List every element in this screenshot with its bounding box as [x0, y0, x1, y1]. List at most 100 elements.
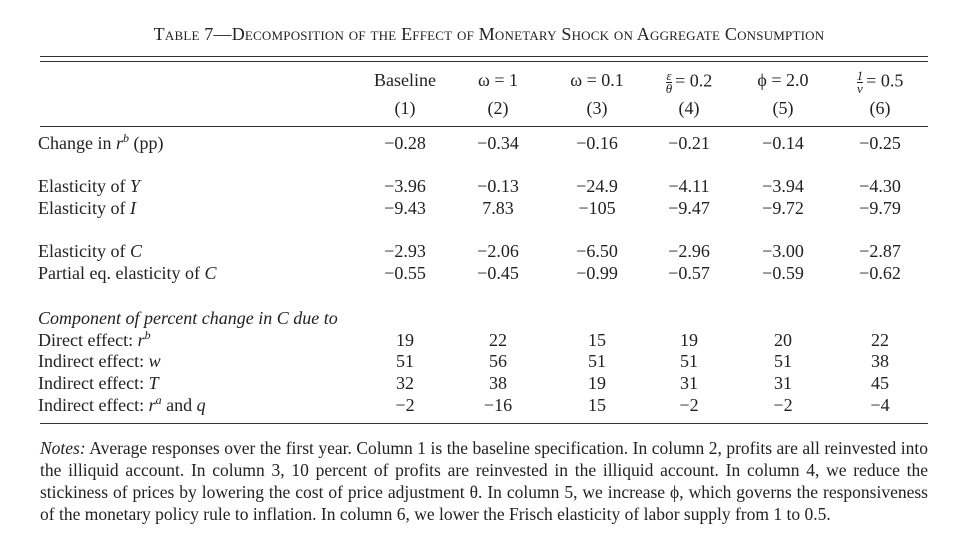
label-text: (pp) — [129, 133, 164, 153]
column-header: ε θ = 0.2 — [634, 68, 744, 96]
label-text: Partial eq. elasticity of — [38, 263, 205, 283]
column-number: (3) — [586, 98, 608, 118]
fraction-numerator: 1 — [856, 68, 864, 83]
fraction-denominator: θ — [665, 81, 673, 96]
table-cell: −0.34 — [477, 133, 519, 153]
table-cell: −0.57 — [668, 263, 710, 283]
table-cell: −0.14 — [762, 133, 804, 153]
rule — [40, 126, 928, 127]
table-cell: −6.50 — [576, 241, 618, 261]
label-variable: C — [129, 241, 142, 261]
table-cell: −3.00 — [762, 241, 804, 261]
section-heading: Component of percent change in C due to — [38, 308, 338, 328]
table-cell: 7.83 — [482, 198, 514, 218]
table-cell: 19 — [680, 330, 698, 350]
label-variable: Y — [129, 176, 140, 196]
row-label: Elasticity of Y — [38, 176, 140, 196]
table-cell: −0.13 — [477, 176, 519, 196]
table-cell: −0.45 — [477, 263, 519, 283]
label-variable: q — [196, 395, 206, 415]
table-cell: 51 — [774, 351, 792, 371]
column-number: (1) — [394, 98, 416, 118]
table-cell: −4.30 — [859, 176, 901, 196]
table-cell: −9.47 — [668, 198, 710, 218]
label-variable: I — [129, 198, 136, 218]
table-cell: 19 — [396, 330, 414, 350]
table-cell: −2.96 — [668, 241, 710, 261]
column-number: (4) — [678, 98, 700, 118]
table-cell: −2.93 — [384, 241, 426, 261]
table-cell: −0.28 — [384, 133, 426, 153]
column-label: ω = 1 — [478, 70, 518, 90]
table-cell: −0.55 — [384, 263, 426, 283]
column-label: Baseline — [374, 70, 436, 90]
column-label: = 0.2 — [675, 70, 713, 91]
table-cell: −4.11 — [668, 176, 710, 196]
table-cell: −2 — [679, 395, 699, 415]
table-cell: 51 — [680, 351, 698, 371]
table-cell: −0.59 — [762, 263, 804, 283]
table-cell: −2.87 — [859, 241, 901, 261]
table-cell: −24.9 — [576, 176, 618, 196]
column-label: ϕ = 2.0 — [757, 70, 809, 90]
row-label: Indirect effect: w — [38, 351, 161, 371]
table-cell: −0.21 — [668, 133, 710, 153]
table-cell: −0.16 — [576, 133, 618, 153]
label-text: Change in — [38, 133, 116, 153]
label-text: Elasticity of — [38, 241, 130, 261]
label-variable: r — [148, 395, 156, 415]
fraction-denominator: ν — [856, 81, 864, 96]
label-text: Elasticity of — [38, 176, 130, 196]
column-header: 1 ν = 0.5 — [825, 68, 935, 96]
label-text: Indirect effect: — [38, 373, 149, 393]
notes-label: Notes: — [40, 438, 86, 458]
table-cell: 22 — [871, 330, 889, 350]
table-cell: −3.96 — [384, 176, 426, 196]
row-label: Indirect effect: T — [38, 373, 159, 393]
table-cell: 45 — [871, 373, 889, 393]
table-cell: −9.72 — [762, 198, 804, 218]
row-label: Elasticity of I — [38, 198, 136, 218]
table-cell: 31 — [774, 373, 792, 393]
table-title: Table 7—Decomposition of the Effect of M… — [153, 24, 825, 44]
column-header: Baseline — [350, 70, 460, 90]
column-number: (2) — [487, 98, 509, 118]
fraction-numerator: ε — [666, 68, 672, 83]
table-cell: −9.43 — [384, 198, 426, 218]
column-label: = 0.5 — [866, 70, 904, 91]
rule — [40, 56, 928, 57]
table-cell: 56 — [489, 351, 507, 371]
table-cell: 15 — [588, 330, 606, 350]
table-cell: 31 — [680, 373, 698, 393]
label-superscript: b — [144, 328, 151, 342]
column-number: (6) — [869, 98, 891, 118]
table-cell: 38 — [489, 373, 507, 393]
table-cell: −0.62 — [859, 263, 901, 283]
label-text: Indirect effect: — [38, 351, 149, 371]
label-text: and — [161, 395, 197, 415]
table-cell: −16 — [483, 395, 513, 415]
label-variable: r — [116, 133, 124, 153]
table-cell: 20 — [774, 330, 792, 350]
table-cell: −9.79 — [859, 198, 901, 218]
notes: Notes: Average responses over the first … — [40, 437, 928, 525]
label-text: Direct effect: — [38, 330, 138, 350]
label-text: Indirect effect: — [38, 395, 149, 415]
label-text: Elasticity of — [38, 198, 130, 218]
table-cell: −3.94 — [762, 176, 804, 196]
column-header: ω = 0.1 — [542, 70, 652, 90]
rule — [40, 61, 928, 62]
row-label: Change in rb (pp) — [38, 132, 164, 153]
label-variable: T — [148, 373, 159, 393]
row-label: Direct effect: rb — [38, 328, 151, 350]
rule — [40, 423, 928, 424]
table-cell: 15 — [588, 395, 606, 415]
table-cell: −2 — [395, 395, 415, 415]
label-variable: C — [204, 263, 217, 283]
table-cell: 38 — [871, 351, 889, 371]
row-label: Elasticity of C — [38, 241, 142, 261]
table-cell: −0.99 — [576, 263, 618, 283]
